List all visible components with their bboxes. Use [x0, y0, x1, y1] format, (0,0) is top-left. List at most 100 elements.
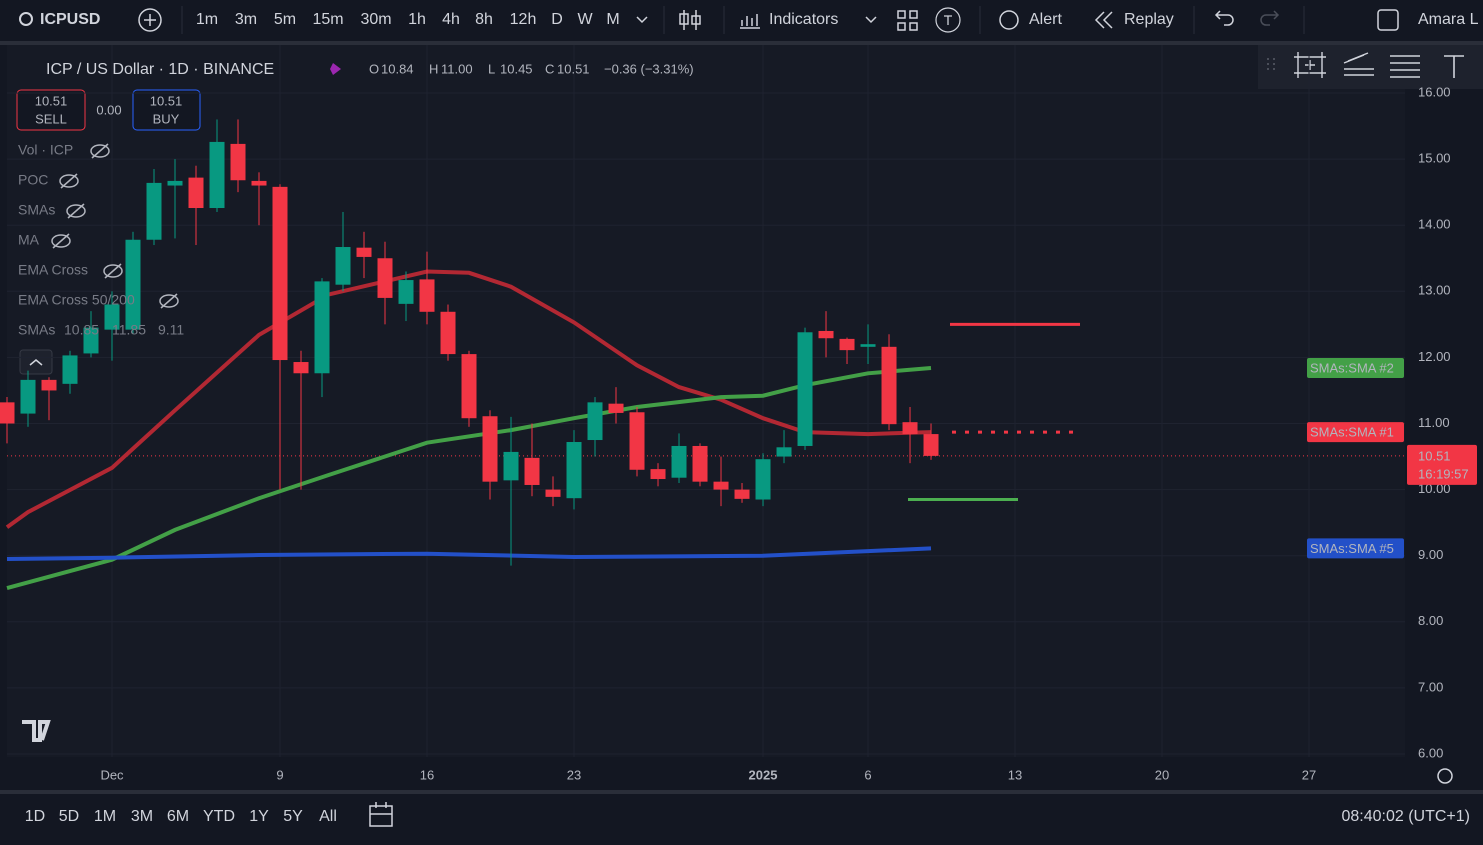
range-button[interactable]: 1M — [94, 808, 116, 825]
candle-body — [125, 239, 141, 330]
range-button[interactable]: YTD — [203, 808, 235, 825]
chevron-up — [29, 359, 43, 366]
candle-body — [860, 344, 876, 347]
interval[interactable]: 8h — [475, 11, 493, 28]
sma-line — [6, 546, 932, 561]
ohlc-value: 10.51 — [557, 61, 590, 76]
redo-icon[interactable] — [1260, 10, 1280, 26]
hidden-icon[interactable] — [159, 294, 179, 308]
interval[interactable]: 4h — [442, 11, 460, 28]
interval[interactable]: 1m — [196, 11, 218, 28]
ohlc-key: O — [369, 61, 379, 76]
separators — [181, 6, 1305, 34]
sma-legend-value: 10.85 — [64, 322, 99, 338]
spread: 0.00 — [96, 102, 121, 117]
drawing-toolbar — [1258, 45, 1483, 89]
range-button[interactable]: 5Y — [283, 808, 303, 825]
hidden-slash — [160, 293, 178, 309]
interval[interactable]: 30m — [360, 11, 391, 28]
sma-axis-tag — [1307, 422, 1404, 443]
measure-tool[interactable] — [1294, 52, 1326, 78]
sma-axis-tag — [1307, 357, 1404, 378]
interval[interactable]: 15m — [312, 11, 343, 28]
candle-body — [902, 422, 918, 435]
sma-axis-label: SMAs:SMA #5 — [1310, 541, 1394, 556]
interval[interactable]: 1h — [408, 11, 426, 28]
interval[interactable]: 5m — [274, 11, 296, 28]
chart-title: ICP / US Dollar · 1D · BINANCE — [46, 61, 274, 78]
candle-body — [503, 451, 519, 481]
interval[interactable]: W — [577, 11, 593, 28]
alert-icon[interactable] — [999, 10, 1019, 30]
candle-body — [713, 481, 729, 490]
collapse-button[interactable] — [19, 349, 53, 375]
hidden-icon[interactable] — [90, 144, 110, 158]
symbol[interactable]: ICPUSD — [40, 11, 100, 28]
lines-tool[interactable] — [1390, 55, 1420, 78]
interval[interactable]: M — [606, 11, 619, 28]
range-button[interactable]: All — [319, 808, 337, 825]
range-button[interactable]: 1D — [25, 808, 45, 825]
chevron[interactable] — [636, 16, 648, 24]
user-name[interactable]: Amara L — [1418, 11, 1479, 28]
sell-button[interactable] — [16, 89, 86, 131]
range-button[interactable]: 5D — [59, 808, 79, 825]
text-tool[interactable] — [1444, 55, 1464, 78]
indicator-name[interactable]: Vol · ICP — [18, 142, 73, 158]
sell-label: SELL — [35, 111, 67, 126]
candle-body — [692, 445, 708, 482]
candle-body — [755, 459, 771, 500]
chart-type-icon[interactable] — [679, 10, 701, 30]
x-tick-label: 9 — [276, 767, 283, 782]
indicator-name[interactable]: EMA Cross — [18, 262, 88, 278]
range-button[interactable]: 6M — [167, 808, 189, 825]
settings-icon[interactable] — [1437, 768, 1453, 784]
y-tick-label: 16.00 — [1418, 84, 1451, 99]
indicator-name[interactable]: SMAs — [18, 202, 55, 218]
indicator-name[interactable]: POC — [18, 172, 48, 188]
buy-label: BUY — [153, 111, 180, 126]
indicators-icon[interactable] — [740, 14, 760, 29]
hidden-icon[interactable] — [59, 174, 79, 188]
change: −0.36 (−3.31%) — [604, 61, 694, 76]
drag-handle[interactable] — [1267, 58, 1275, 72]
y-tick-label: 13.00 — [1418, 283, 1451, 298]
hidden-icon[interactable] — [66, 204, 86, 218]
template-icon[interactable] — [935, 7, 961, 33]
countdown: 16:19:57 — [1418, 466, 1469, 481]
hidden-icon[interactable] — [51, 234, 71, 248]
undo-icon[interactable] — [1214, 10, 1234, 26]
range-button[interactable]: 3M — [131, 808, 153, 825]
candle-body — [251, 180, 267, 186]
search-icon[interactable] — [19, 12, 33, 26]
indicator-name[interactable]: MA — [18, 232, 40, 248]
interval[interactable]: 3m — [235, 11, 257, 28]
sma-legend-value: 11.85 — [112, 322, 146, 338]
fullscreen-icon[interactable] — [1377, 9, 1399, 31]
alert-button[interactable]: Alert — [1029, 11, 1062, 28]
candle-body — [41, 379, 57, 391]
fib-tool[interactable] — [1343, 52, 1374, 76]
replay-icon[interactable] — [1094, 11, 1113, 29]
chevron[interactable] — [865, 16, 877, 24]
candle-body — [566, 442, 582, 499]
replay-button[interactable]: Replay — [1124, 11, 1174, 28]
layout-icon[interactable] — [897, 10, 918, 31]
indicators-button[interactable]: Indicators — [769, 11, 838, 28]
price-tag — [1407, 444, 1477, 485]
interval[interactable]: D — [551, 11, 563, 28]
add-symbol[interactable] — [138, 8, 162, 32]
sma-axis-tag — [1307, 538, 1404, 559]
date-range-icon[interactable] — [369, 802, 393, 827]
last-price: 10.51 — [1418, 448, 1451, 463]
candle-body — [314, 281, 330, 374]
range-button[interactable]: 1Y — [249, 808, 269, 825]
indicator-name[interactable]: EMA Cross 50/200 — [18, 292, 135, 308]
hidden-icon[interactable] — [103, 264, 123, 278]
x-tick-label: 2025 — [749, 767, 778, 782]
publish-icon[interactable] — [330, 63, 341, 75]
interval[interactable]: 12h — [510, 11, 537, 28]
buy-button[interactable] — [132, 89, 201, 131]
